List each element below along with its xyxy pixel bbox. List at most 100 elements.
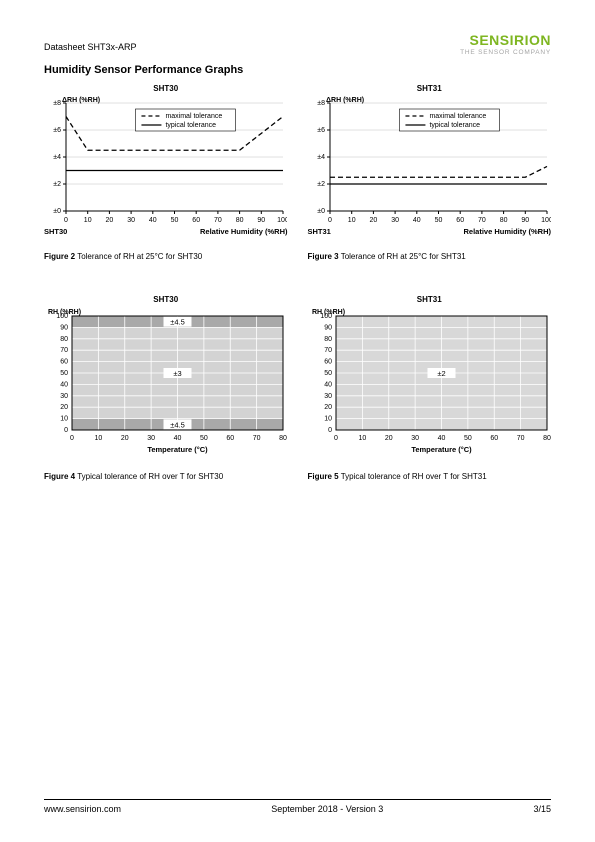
heatmap-chart: ±2RH (%RH)010203040506070809010001020304…	[308, 306, 551, 456]
figure-2-caption: Figure 2 Tolerance of RH at 25°C for SHT…	[44, 252, 288, 261]
svg-text:80: 80	[236, 217, 244, 224]
svg-text:±2: ±2	[53, 181, 61, 188]
svg-text:20: 20	[384, 435, 392, 442]
svg-text:10: 10	[60, 416, 68, 423]
svg-text:50: 50	[434, 217, 442, 224]
svg-text:±4.5: ±4.5	[170, 420, 185, 429]
svg-text:±8: ±8	[317, 100, 325, 107]
logo: SENSIRION THE SENSOR COMPANY	[460, 32, 551, 56]
chart-footer-left: SHT31	[308, 227, 331, 236]
svg-text:20: 20	[60, 404, 68, 411]
svg-text:ΔRH (%RH): ΔRH (%RH)	[326, 97, 364, 104]
svg-text:±4.5: ±4.5	[170, 318, 185, 327]
svg-text:10: 10	[324, 416, 332, 423]
chart-title: SHT31	[308, 84, 552, 93]
svg-text:60: 60	[60, 359, 68, 366]
svg-text:70: 70	[60, 347, 68, 354]
svg-text:60: 60	[192, 217, 200, 224]
svg-text:60: 60	[490, 435, 498, 442]
chart-title: SHT31	[308, 295, 552, 304]
page-footer: www.sensirion.com September 2018 - Versi…	[44, 799, 551, 814]
svg-text:10: 10	[347, 217, 355, 224]
chart-sht31-over-t: SHT31 ±2RH (%RH)010203040506070809010001…	[308, 295, 552, 456]
svg-text:90: 90	[521, 217, 529, 224]
svg-text:40: 40	[60, 381, 68, 388]
svg-text:20: 20	[106, 217, 114, 224]
svg-text:20: 20	[369, 217, 377, 224]
svg-text:0: 0	[328, 217, 332, 224]
svg-text:ΔRH (%RH): ΔRH (%RH)	[62, 97, 100, 104]
svg-text:10: 10	[84, 217, 92, 224]
svg-text:50: 50	[463, 435, 471, 442]
svg-text:±6: ±6	[317, 127, 325, 134]
chart-sht30-over-t: SHT30 ±4.5±3±4.5RH (%RH)0102030405060708…	[44, 295, 288, 456]
figure-4-caption: Figure 4 Typical tolerance of RH over T …	[44, 472, 288, 481]
svg-text:30: 30	[411, 435, 419, 442]
svg-text:70: 70	[253, 435, 261, 442]
chart-title: SHT30	[44, 84, 288, 93]
svg-text:70: 70	[324, 347, 332, 354]
svg-text:30: 30	[60, 393, 68, 400]
svg-text:100: 100	[277, 217, 287, 224]
svg-text:30: 30	[147, 435, 155, 442]
svg-text:70: 70	[478, 217, 486, 224]
svg-text:80: 80	[279, 435, 287, 442]
svg-text:60: 60	[324, 359, 332, 366]
svg-text:maximal tolerance: maximal tolerance	[165, 113, 222, 120]
figure-3-caption: Figure 3 Tolerance of RH at 25°C for SHT…	[308, 252, 552, 261]
svg-text:±4: ±4	[53, 154, 61, 161]
chart-sht30-tolerance: SHT30 0102030405060708090100±0±2±4±6±8ΔR…	[44, 84, 288, 236]
svg-text:30: 30	[324, 393, 332, 400]
chart-x-label: Relative Humidity (%RH)	[463, 227, 551, 236]
svg-text:0: 0	[70, 435, 74, 442]
svg-text:90: 90	[257, 217, 265, 224]
svg-text:maximal tolerance: maximal tolerance	[429, 113, 486, 120]
logo-main: SENSIRION	[460, 32, 551, 48]
svg-text:60: 60	[226, 435, 234, 442]
footer-version: September 2018 - Version 3	[271, 804, 383, 814]
svg-text:±2: ±2	[317, 181, 325, 188]
svg-text:30: 30	[127, 217, 135, 224]
svg-text:50: 50	[60, 370, 68, 377]
section-title: Humidity Sensor Performance Graphs	[44, 64, 551, 76]
svg-text:80: 80	[543, 435, 551, 442]
svg-text:20: 20	[324, 404, 332, 411]
svg-text:100: 100	[320, 313, 332, 320]
svg-text:40: 40	[149, 217, 157, 224]
svg-text:0: 0	[334, 435, 338, 442]
line-chart: 0102030405060708090100±0±2±4±6±8ΔRH (%RH…	[44, 95, 287, 225]
figure-5-caption: Figure 5 Typical tolerance of RH over T …	[308, 472, 552, 481]
svg-text:Temperature (°C): Temperature (°C)	[411, 445, 472, 454]
svg-text:100: 100	[541, 217, 551, 224]
bottom-caption-row: Figure 4 Typical tolerance of RH over T …	[44, 462, 551, 509]
footer-url: www.sensirion.com	[44, 804, 121, 814]
top-caption-row: Figure 2 Tolerance of RH at 25°C for SHT…	[44, 242, 551, 289]
svg-text:70: 70	[516, 435, 524, 442]
svg-text:10: 10	[94, 435, 102, 442]
logo-sub: THE SENSOR COMPANY	[460, 49, 551, 56]
svg-text:30: 30	[391, 217, 399, 224]
svg-text:±0: ±0	[317, 208, 325, 215]
chart-footer-left: SHT30	[44, 227, 67, 236]
svg-text:0: 0	[64, 217, 68, 224]
svg-text:typical tolerance: typical tolerance	[165, 122, 216, 129]
header: Datasheet SHT3x-ARP SENSIRION THE SENSOR…	[44, 32, 551, 56]
svg-text:80: 80	[324, 336, 332, 343]
svg-text:50: 50	[324, 370, 332, 377]
svg-text:60: 60	[456, 217, 464, 224]
svg-text:50: 50	[171, 217, 179, 224]
svg-text:Temperature (°C): Temperature (°C)	[147, 445, 208, 454]
footer-page: 3/15	[533, 804, 551, 814]
svg-text:±4: ±4	[317, 154, 325, 161]
chart-sht31-tolerance: SHT31 0102030405060708090100±0±2±4±6±8ΔR…	[308, 84, 552, 236]
svg-text:90: 90	[60, 324, 68, 331]
svg-text:40: 40	[437, 435, 445, 442]
svg-text:±3: ±3	[173, 369, 181, 378]
svg-text:20: 20	[121, 435, 129, 442]
chart-x-label: Relative Humidity (%RH)	[200, 227, 288, 236]
bottom-chart-row: SHT30 ±4.5±3±4.5RH (%RH)0102030405060708…	[44, 295, 551, 456]
svg-text:50: 50	[200, 435, 208, 442]
svg-text:40: 40	[324, 381, 332, 388]
svg-text:80: 80	[60, 336, 68, 343]
svg-text:±2: ±2	[437, 369, 445, 378]
